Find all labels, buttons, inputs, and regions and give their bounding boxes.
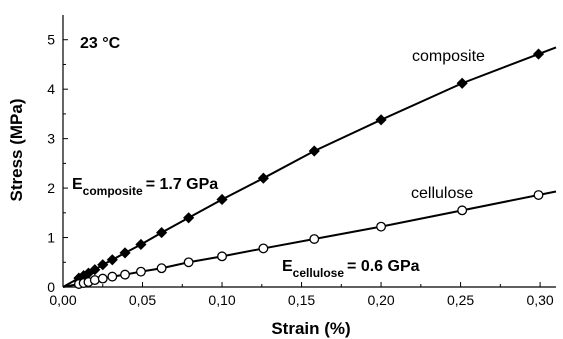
series-line-composite: [62, 46, 557, 288]
composite-data-point: [156, 227, 168, 239]
composite-data-point: [308, 145, 320, 157]
y-tick-label: 3: [47, 131, 55, 147]
composite-data-point: [532, 48, 545, 60]
x-axis-title: Strain (%): [271, 319, 350, 338]
cellulose-data-point: [89, 275, 100, 286]
e-composite-symbol: E: [72, 176, 83, 193]
x-tick-label: 0,15: [288, 292, 315, 308]
x-tick-label: 0,20: [367, 292, 394, 308]
series-lines: [62, 46, 557, 288]
composite-data-point: [89, 264, 101, 276]
x-axis-ticks: 0,00 0,05 0,10 0,15 0,20 0,25 0,30: [49, 282, 554, 308]
cellulose-data-point: [376, 221, 387, 232]
e-composite-value: = 1.7 GPa: [146, 176, 219, 193]
cellulose-data-point: [107, 271, 118, 282]
cellulose-data-point: [457, 205, 468, 216]
x-tick-label: 0,25: [447, 292, 474, 308]
x-tick-label: 0,10: [208, 292, 235, 308]
series-markers: [73, 48, 545, 289]
y-tick-label: 5: [47, 32, 55, 48]
composite-data-point: [135, 238, 147, 251]
composite-data-point: [183, 212, 195, 224]
y-axis-title: Stress (MPa): [7, 99, 26, 202]
cellulose-data-point: [156, 263, 167, 274]
temperature-label: 23 °C: [80, 35, 121, 52]
composite-data-point: [216, 193, 228, 206]
plot-frame: [62, 15, 556, 288]
e-cellulose-annotation: Ecellulose = 0.6 GPa: [282, 258, 420, 280]
composite-data-point: [375, 114, 387, 126]
cellulose-data-point: [97, 273, 108, 284]
composite-data-point: [106, 254, 118, 266]
x-tick-label: 0,30: [526, 292, 553, 308]
y-tick-label: 0: [47, 279, 55, 295]
y-tick-label: 2: [47, 180, 55, 196]
e-cellulose-subscript: cellulose: [293, 266, 345, 280]
y-tick-label: 4: [47, 81, 55, 97]
e-composite-annotation: Ecomposite = 1.7 GPa: [72, 176, 218, 198]
composite-data-point: [456, 77, 468, 89]
cellulose-data-point: [258, 243, 269, 254]
e-cellulose-symbol: E: [282, 258, 293, 275]
e-cellulose-value: = 0.6 GPa: [347, 258, 420, 275]
composite-data-point: [97, 259, 109, 271]
composite-data-point: [257, 172, 269, 184]
cellulose-data-point: [135, 266, 146, 277]
cellulose-data-point: [533, 190, 544, 200]
cellulose-data-point: [120, 269, 130, 280]
cellulose-data-point: [309, 234, 320, 244]
x-tick-label: 0,00: [49, 292, 76, 308]
e-composite-subscript: composite: [83, 184, 143, 198]
cellulose-data-point: [183, 257, 194, 268]
cellulose-data-point: [217, 251, 227, 262]
composite-series-label: composite: [412, 48, 485, 65]
composite-data-point: [119, 247, 131, 259]
cellulose-series-label: cellulose: [411, 185, 473, 202]
y-axis-ticks: 0 1 2 3 4 5: [47, 32, 68, 295]
x-tick-label: 0,05: [129, 292, 156, 308]
y-tick-label: 1: [47, 230, 55, 246]
